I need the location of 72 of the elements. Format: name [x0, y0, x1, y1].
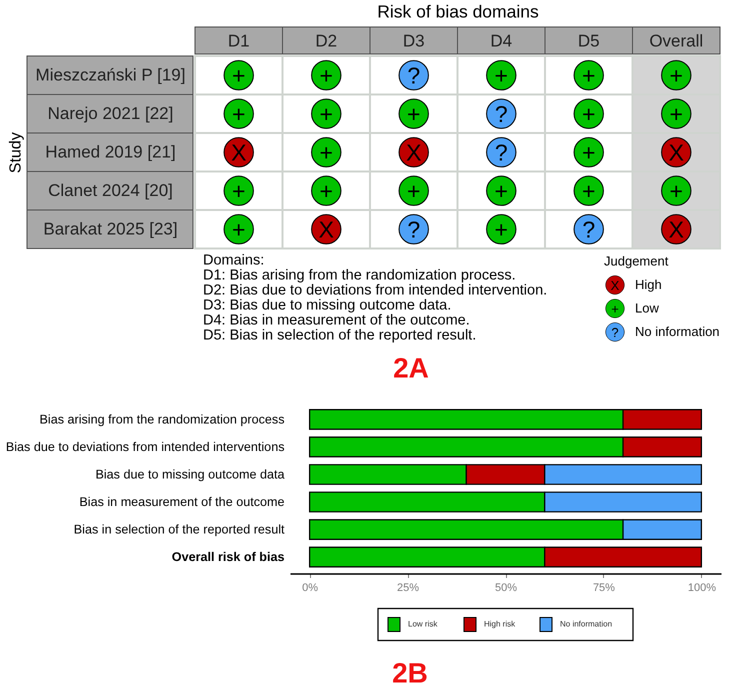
legend-title: Judgement [604, 254, 669, 268]
text: 2B [392, 658, 428, 688]
y-tick-label: Hamed 2019 [21] [45, 142, 176, 162]
text: + [232, 62, 246, 88]
text: + [320, 62, 333, 88]
x-tick-label: 100% [688, 582, 716, 594]
x-tick-label: D1 [228, 32, 250, 50]
y-tick-label: Mieszczański P [19] [36, 65, 186, 84]
y-tick-label: Barakat 2025 [23] [43, 219, 178, 238]
text: + [494, 62, 508, 88]
x-tick-label: Overall [649, 32, 704, 50]
text: ? [494, 139, 508, 166]
text: ? [494, 100, 508, 127]
x-axis-title: Risk of bias domains [377, 2, 539, 22]
text: Domains: [203, 252, 264, 268]
text: D2: Bias due to deviations from intended intervention. [203, 282, 548, 298]
text: + [494, 178, 508, 204]
text: 2A [393, 352, 429, 384]
text: + [320, 139, 333, 166]
text: X [668, 216, 684, 242]
y-tick-label: Bias due to missing outcome data [95, 467, 284, 482]
text: + [320, 178, 333, 204]
x-tick-label: 0% [302, 582, 318, 594]
text: + [494, 216, 508, 242]
text: + [232, 178, 246, 204]
legend-label: No information [560, 620, 612, 628]
text: + [407, 100, 420, 127]
text: D3: Bias due to missing outcome data. [203, 298, 452, 314]
text: + [232, 100, 246, 127]
x-tick-label: D5 [578, 32, 600, 50]
text: + [232, 216, 246, 242]
text: ? [582, 216, 596, 242]
text: D4: Bias in measurement of the outcome. [203, 312, 470, 328]
text: + [320, 100, 333, 127]
y-axis-title: Study [7, 132, 24, 174]
x-tick-label: D2 [315, 32, 338, 50]
y-tick-label: Overall risk of bias [172, 550, 284, 564]
legend-label: High [635, 277, 662, 292]
legend-label: No information [635, 324, 720, 339]
legend-label: High risk [484, 620, 516, 628]
y-tick-label: Narejo 2021 [22] [48, 104, 174, 123]
legend-label: Low [635, 300, 660, 316]
y-tick-label: Bias in measurement of the outcome [79, 495, 284, 510]
text: D1: Bias arising from the randomization process. [203, 268, 516, 284]
x-tick-label: D4 [490, 32, 512, 50]
text: D5: Bias in selection of the reported result. [203, 328, 476, 344]
text: + [582, 100, 596, 127]
x-tick-label: D3 [402, 32, 425, 50]
x-tick-label: 25% [397, 582, 420, 594]
text: + [582, 62, 596, 88]
y-tick-label: Bias in selection of the reported result [74, 522, 285, 537]
text: X [668, 139, 684, 166]
text: + [670, 62, 683, 88]
text: + [407, 178, 420, 204]
text: X [610, 278, 620, 293]
text: X [406, 139, 422, 166]
text: X [231, 139, 246, 166]
text: ? [407, 62, 420, 88]
text: + [611, 302, 619, 316]
x-tick-label: 75% [592, 582, 616, 594]
y-tick-label: Bias due to deviations from intended interventions [6, 440, 284, 454]
text: ? [407, 216, 420, 242]
text: ? [611, 325, 619, 340]
text: + [670, 100, 683, 127]
text: + [582, 178, 596, 204]
text: X [318, 216, 334, 242]
text: + [582, 139, 596, 166]
y-tick-label: Bias arising from the randomization process [40, 412, 284, 426]
text: + [670, 178, 683, 204]
x-tick-label: 50% [494, 582, 518, 594]
y-tick-label: Clanet 2024 [20] [48, 180, 173, 200]
legend-label: Low risk [408, 620, 438, 628]
